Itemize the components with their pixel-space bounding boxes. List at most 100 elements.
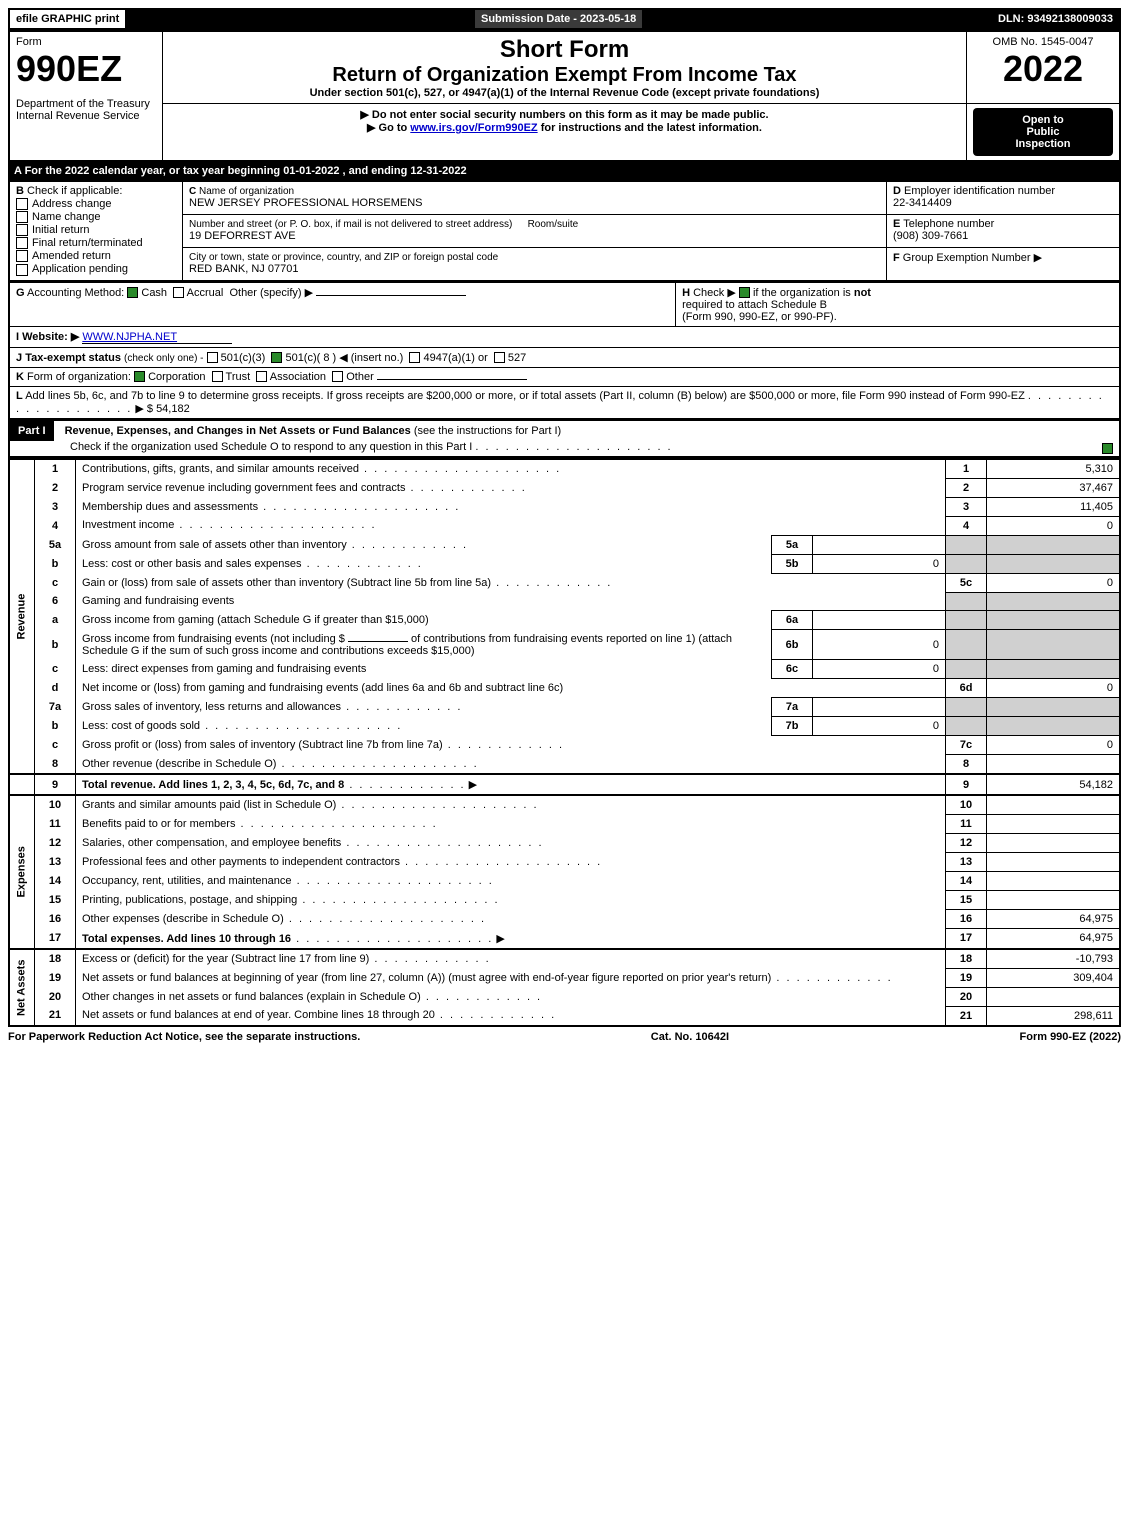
return-title: Return of Organization Exempt From Incom… (169, 64, 960, 87)
line6-desc: Gaming and fundraising events (76, 592, 946, 611)
checkbox-527[interactable] (494, 352, 505, 363)
line1-desc: Contributions, gifts, grants, and simila… (82, 463, 359, 475)
page-footer: For Paperwork Reduction Act Notice, see … (8, 1027, 1121, 1043)
checkbox-name-change[interactable] (16, 211, 28, 223)
line9-desc: Total revenue. Add lines 1, 2, 3, 4, 5c,… (82, 779, 344, 791)
line15-desc: Printing, publications, postage, and shi… (82, 894, 297, 906)
f-label: Group Exemption Number (903, 252, 1031, 264)
goto-post: for instructions and the latest informat… (538, 122, 762, 134)
line5a-sub (813, 535, 946, 554)
other-specify-input[interactable] (316, 295, 466, 296)
line8-amount (987, 755, 1121, 775)
line4-amount: 0 (987, 516, 1121, 535)
k-label: Form of organization: (27, 371, 131, 383)
checkbox-4947[interactable] (409, 352, 420, 363)
line2-amount: 37,467 (987, 478, 1121, 497)
short-form-title: Short Form (169, 36, 960, 64)
checkbox-application-pending[interactable] (16, 264, 28, 276)
line6c-sub: 0 (813, 660, 946, 679)
checkbox-other-org[interactable] (332, 371, 343, 382)
line7b-desc: Less: cost of goods sold (82, 720, 200, 732)
side-expenses: Expenses (9, 795, 35, 949)
line6b-desc1: Gross income from fundraising events (no… (82, 633, 345, 645)
footer-mid: Cat. No. 10642I (651, 1031, 729, 1043)
line7a-desc: Gross sales of inventory, less returns a… (82, 701, 341, 713)
checkbox-association[interactable] (256, 371, 267, 382)
d-label: Employer identification number (904, 185, 1055, 197)
line13-amount (987, 853, 1121, 872)
line9-amount: 54,182 (987, 774, 1121, 795)
line21-desc: Net assets or fund balances at end of ye… (82, 1009, 435, 1021)
g-label: Accounting Method: (27, 287, 124, 299)
dept: Department of the Treasury (16, 98, 156, 110)
line6b-blank[interactable] (348, 641, 408, 642)
line1-amount: 5,310 (987, 459, 1121, 479)
b-label: Check if applicable: (27, 185, 122, 197)
line6a-desc: Gross income from gaming (attach Schedul… (82, 614, 429, 626)
line20-amount (987, 987, 1121, 1006)
checkbox-address-change[interactable] (16, 198, 28, 210)
line5b-desc: Less: cost or other basis and sales expe… (82, 558, 302, 570)
line15-amount (987, 891, 1121, 910)
goto-link[interactable]: www.irs.gov/Form990EZ (410, 122, 537, 134)
data-table: Revenue 1 Contributions, gifts, grants, … (8, 458, 1121, 1027)
checkbox-final-return[interactable] (16, 237, 28, 249)
arrow-icon (360, 109, 371, 121)
checkbox-accrual[interactable] (173, 287, 184, 298)
i-label: Website: ▶ (22, 331, 79, 343)
f-arrow: ▶ (1034, 252, 1042, 264)
section-a-period: A For the 2022 calendar year, or tax yea… (8, 162, 1121, 180)
dln: DLN: 93492138009033 (992, 10, 1119, 28)
checkbox-schedule-o[interactable] (1102, 443, 1113, 454)
j-label: Tax-exempt status (25, 352, 121, 364)
form-word: Form (16, 36, 156, 48)
line20-desc: Other changes in net assets or fund bala… (82, 991, 421, 1003)
ghijkl-block: G Accounting Method: Cash Accrual Other … (8, 282, 1121, 420)
ein: 22-3414409 (893, 197, 952, 209)
part1-label: Part I (10, 421, 54, 441)
line7c-desc: Gross profit or (loss) from sales of inv… (82, 739, 443, 751)
tax-year: 2022 (973, 48, 1113, 90)
checkbox-h[interactable] (739, 287, 750, 298)
line5b-sub: 0 (813, 554, 946, 573)
checkbox-501c[interactable] (271, 352, 282, 363)
line12-desc: Salaries, other compensation, and employ… (82, 837, 341, 849)
org-name: NEW JERSEY PROFESSIONAL HORSEMENS (189, 197, 423, 209)
checkbox-cash[interactable] (127, 287, 138, 298)
efile-label: efile GRAPHIC print (10, 10, 125, 28)
line14-amount (987, 872, 1121, 891)
checkbox-initial-return[interactable] (16, 224, 28, 236)
arrow-icon (367, 122, 378, 134)
omb: OMB No. 1545-0047 (973, 36, 1113, 48)
line19-desc: Net assets or fund balances at beginning… (82, 972, 771, 984)
top-status-bar: efile GRAPHIC print Submission Date - 20… (8, 8, 1121, 30)
line10-desc: Grants and similar amounts paid (list in… (82, 799, 336, 811)
line6b-sub: 0 (813, 630, 946, 660)
line17-desc: Total expenses. Add lines 10 through 16 (82, 933, 291, 945)
checkbox-trust[interactable] (212, 371, 223, 382)
checkbox-501c3[interactable] (207, 352, 218, 363)
line11-desc: Benefits paid to or for members (82, 818, 235, 830)
line18-amount: -10,793 (987, 949, 1121, 969)
checkbox-corporation[interactable] (134, 371, 145, 382)
footer-right: Form 990-EZ (2022) (1020, 1031, 1122, 1043)
form-header: Form 990EZ Department of the Treasury In… (8, 30, 1121, 162)
open-to-public: Open to Public Inspection (973, 108, 1113, 156)
no-ssn: Do not enter social security numbers on … (372, 109, 769, 121)
line7a-sub (813, 698, 946, 717)
line6d-desc: Net income or (loss) from gaming and fun… (82, 682, 563, 694)
line21-amount: 298,611 (987, 1006, 1121, 1026)
checkbox-amended-return[interactable] (16, 250, 28, 262)
line12-amount (987, 834, 1121, 853)
line5c-amount: 0 (987, 573, 1121, 592)
side-netassets: Net Assets (9, 949, 35, 1026)
website-link[interactable]: WWW.NJPHA.NET (82, 331, 232, 344)
line5c-desc: Gain or (loss) from sale of assets other… (82, 577, 491, 589)
line7b-sub: 0 (813, 717, 946, 736)
side-revenue: Revenue (9, 459, 35, 775)
line2-desc: Program service revenue including govern… (82, 482, 405, 494)
line10-amount (987, 795, 1121, 815)
part1-checkline: Check if the organization used Schedule … (10, 441, 472, 453)
other-org-input[interactable] (377, 379, 527, 380)
under-section: Under section 501(c), 527, or 4947(a)(1)… (169, 87, 960, 99)
